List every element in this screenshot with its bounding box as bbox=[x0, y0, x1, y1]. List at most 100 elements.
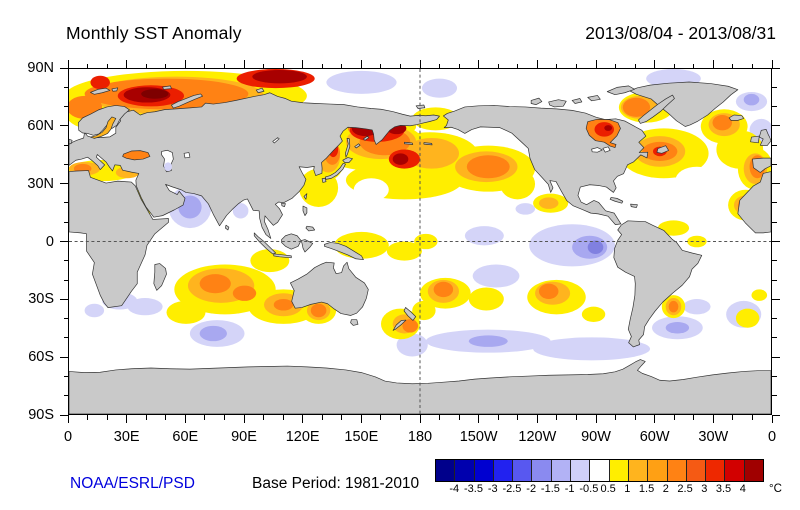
landmass-uk-sliver bbox=[69, 139, 72, 144]
map-plot-area bbox=[68, 68, 772, 415]
lat-tick-right bbox=[772, 356, 780, 358]
landmasses bbox=[69, 82, 771, 414]
lon-tick-bottom bbox=[263, 415, 265, 420]
date-range-label: 2013/08/04 - 2013/08/31 bbox=[585, 23, 776, 43]
colorbar-cell bbox=[743, 460, 764, 481]
lon-tick-bottom bbox=[223, 415, 225, 420]
great-lakes-east bbox=[603, 147, 610, 152]
lon-tick-top bbox=[556, 63, 558, 68]
lon-tick-bottom bbox=[497, 415, 499, 420]
lon-tick-bottom bbox=[771, 415, 773, 423]
lon-tick-top bbox=[360, 60, 362, 68]
colorbar-boundary-label: -2 bbox=[526, 483, 537, 495]
lon-tick-bottom bbox=[184, 415, 186, 423]
colorbar-boundary-label: 4 bbox=[739, 483, 746, 495]
lon-tick-top bbox=[106, 63, 108, 68]
lat-tick-right bbox=[772, 279, 777, 281]
lat-tick-left bbox=[63, 260, 68, 262]
lon-tick-bottom bbox=[439, 415, 441, 420]
lon-tick-top bbox=[204, 63, 206, 68]
lon-tick-top bbox=[126, 60, 128, 68]
colorbar-cell bbox=[608, 460, 628, 481]
lon-tick-top bbox=[302, 60, 304, 68]
lon-tick-bottom bbox=[751, 415, 753, 420]
colorbar-boundary-label: -3.5 bbox=[463, 483, 483, 495]
lat-tick-right bbox=[772, 260, 777, 262]
lon-axis-label: 90W bbox=[581, 429, 611, 445]
colorbar-cell bbox=[666, 460, 686, 481]
lon-tick-top bbox=[165, 63, 167, 68]
lon-axis-label: 60E bbox=[172, 429, 199, 445]
lon-tick-top bbox=[341, 63, 343, 68]
lon-tick-bottom bbox=[341, 415, 343, 420]
lon-tick-top bbox=[223, 63, 225, 68]
lon-tick-top bbox=[439, 63, 441, 68]
lon-tick-bottom bbox=[595, 415, 597, 423]
lon-tick-bottom bbox=[243, 415, 245, 423]
lat-tick-left bbox=[63, 202, 68, 204]
landmass-mindanao bbox=[306, 226, 315, 231]
hudson-bay-warm-core-dark bbox=[604, 125, 613, 131]
lat-tick-left bbox=[60, 125, 68, 127]
baltic-sea bbox=[90, 117, 115, 138]
lat-tick-right bbox=[772, 241, 780, 242]
colorbar-cell bbox=[550, 460, 571, 481]
lat-tick-left bbox=[63, 318, 68, 320]
black-sea bbox=[123, 151, 150, 160]
lat-tick-right bbox=[772, 163, 777, 165]
colorbar-cell bbox=[589, 460, 609, 481]
landmass-arctic-isle-1 bbox=[588, 95, 601, 100]
lon-tick-bottom bbox=[654, 415, 656, 423]
lon-tick-top bbox=[67, 60, 69, 68]
lon-tick-bottom bbox=[106, 415, 108, 420]
lon-axis-label: 60W bbox=[639, 429, 670, 445]
lon-tick-bottom bbox=[615, 415, 617, 420]
landmass-nz-south bbox=[393, 320, 406, 330]
lon-axis-label: 150W bbox=[459, 429, 498, 445]
landmass-tasmania bbox=[351, 320, 358, 326]
caspian-cool-patch bbox=[164, 162, 172, 172]
landmass-svalbard-2 bbox=[112, 88, 118, 91]
colorbar-cell bbox=[473, 460, 493, 481]
colorbar bbox=[435, 459, 764, 482]
lat-tick-left bbox=[60, 183, 68, 185]
lat-tick-left bbox=[63, 221, 68, 223]
landmass-nz-north bbox=[404, 307, 416, 320]
colorbar-cell bbox=[436, 460, 455, 481]
lon-tick-bottom bbox=[67, 415, 69, 423]
colorbar-boundary-label: 2 bbox=[662, 483, 669, 495]
landmass-kuril-2 bbox=[363, 136, 368, 140]
colorbar-boundary-label: -0.5 bbox=[579, 483, 599, 495]
base-period-label: Base Period: 1981-2010 bbox=[252, 475, 420, 492]
lon-tick-top bbox=[321, 63, 323, 68]
lon-tick-bottom bbox=[517, 415, 519, 420]
lat-axis-label: 30S bbox=[28, 291, 54, 308]
lon-tick-bottom bbox=[732, 415, 734, 420]
lon-tick-top bbox=[419, 60, 421, 68]
landmass-ellesmere bbox=[607, 86, 634, 95]
lat-tick-left bbox=[63, 279, 68, 281]
lat-tick-right bbox=[772, 221, 777, 223]
landmass-svalbard bbox=[90, 88, 110, 94]
lon-tick-top bbox=[184, 60, 186, 68]
lon-tick-top bbox=[693, 63, 695, 68]
landmass-aleutian-1 bbox=[404, 142, 412, 144]
lat-tick-right bbox=[772, 337, 777, 339]
lon-tick-top bbox=[751, 63, 753, 68]
landmass-australia bbox=[290, 262, 368, 315]
lon-tick-bottom bbox=[712, 415, 714, 423]
landmass-hispaniola bbox=[631, 204, 638, 207]
lon-tick-top bbox=[282, 63, 284, 68]
lon-tick-top bbox=[263, 63, 265, 68]
lat-axis-label: 30N bbox=[27, 175, 54, 192]
landmass-newfoundland bbox=[657, 146, 669, 154]
lat-tick-right bbox=[772, 202, 777, 204]
lon-axis-label: 0 bbox=[767, 429, 777, 445]
lat-tick-right bbox=[772, 318, 777, 320]
lon-tick-top bbox=[458, 63, 460, 68]
lat-tick-left bbox=[60, 67, 68, 69]
colorbar-boundary-label: 0.5 bbox=[600, 483, 616, 495]
lat-tick-right bbox=[772, 414, 780, 416]
lon-axis-label: 120W bbox=[518, 429, 557, 445]
landmass-antarctica bbox=[69, 360, 771, 414]
